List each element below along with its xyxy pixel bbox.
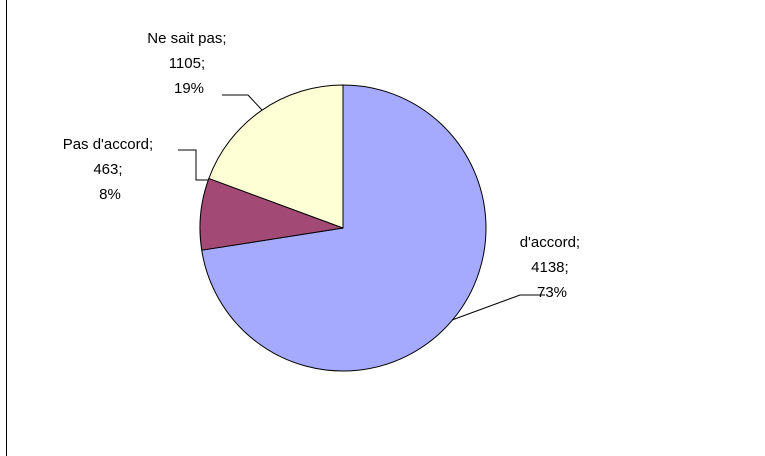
- leader-line-pas-d-accord: [178, 149, 208, 181]
- data-labels: d'accord; 4138; 73% Pas d'accord; 463; 8…: [63, 30, 585, 301]
- pie-slice-d-accord: [201, 84, 487, 372]
- pie-slice-ne-sait-pas: [208, 84, 344, 229]
- leader-line-d-accord: [451, 294, 545, 321]
- data-label-ne-sait-pas: Ne sait pas; 1105; 19%: [147, 30, 230, 97]
- leader-lines: [178, 94, 545, 321]
- data-label-d-accord-line-1: d'accord;: [520, 234, 580, 251]
- data-label-d-accord-line-2: 4138;: [531, 259, 569, 276]
- data-label-ne-sait-pas-line-1: Ne sait pas;: [147, 30, 226, 47]
- data-label-pas-d-accord-line-2: 463;: [93, 161, 122, 178]
- data-label-ne-sait-pas-line-3: 19%: [174, 80, 204, 97]
- data-label-pas-d-accord-line-3: 8%: [99, 186, 121, 203]
- data-label-pas-d-accord: Pas d'accord; 463; 8%: [63, 136, 158, 203]
- data-label-d-accord-line-3: 73%: [537, 284, 567, 301]
- pie-slices: [199, 84, 487, 372]
- leader-line-ne-sait-pas: [222, 94, 263, 111]
- data-label-d-accord: d'accord; 4138; 73%: [520, 234, 585, 301]
- data-label-ne-sait-pas-line-2: 1105;: [169, 55, 205, 72]
- data-label-pas-d-accord-line-1: Pas d'accord;: [63, 136, 153, 153]
